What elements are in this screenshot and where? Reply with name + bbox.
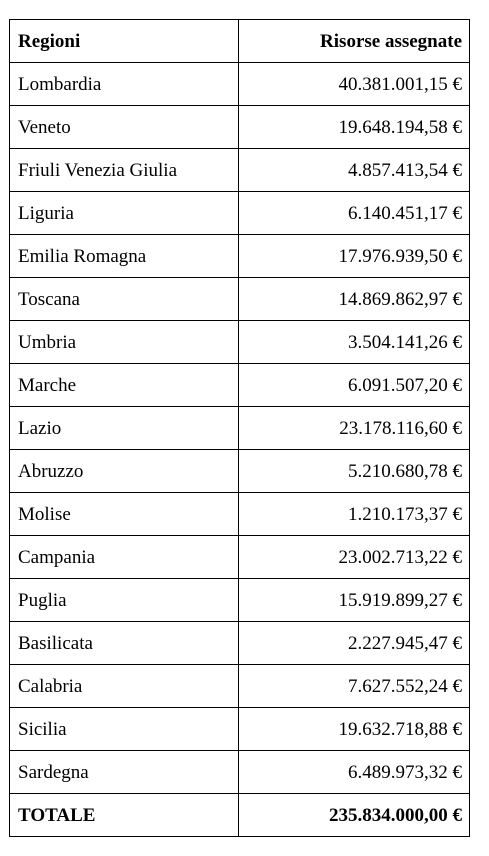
table-row: Abruzzo 5.210.680,78 € [9, 449, 470, 493]
table-row: Toscana 14.869.862,97 € [9, 277, 470, 321]
region-name: Sicilia [9, 707, 239, 751]
region-amount: 5.210.680,78 € [238, 449, 470, 493]
total-row: TOTALE 235.834.000,00 € [9, 793, 470, 837]
region-name: Basilicata [9, 621, 239, 665]
region-amount: 40.381.001,15 € [238, 62, 470, 106]
total-amount: 235.834.000,00 € [238, 793, 470, 837]
table-row: Lazio 23.178.116,60 € [9, 406, 470, 450]
region-amount: 23.002.713,22 € [238, 535, 470, 579]
region-amount: 23.178.116,60 € [238, 406, 470, 450]
region-name: Umbria [9, 320, 239, 364]
region-amount: 6.489.973,32 € [238, 750, 470, 794]
region-amount: 19.648.194,58 € [238, 105, 470, 149]
table-row: Molise 1.210.173,37 € [9, 492, 470, 536]
table-row: Sicilia 19.632.718,88 € [9, 707, 470, 751]
table-row: Campania 23.002.713,22 € [9, 535, 470, 579]
region-amount: 4.857.413,54 € [238, 148, 470, 192]
region-name: Puglia [9, 578, 239, 622]
region-name: Emilia Romagna [9, 234, 239, 278]
region-name: Veneto [9, 105, 239, 149]
table-row: Emilia Romagna 17.976.939,50 € [9, 234, 470, 278]
region-name: Friuli Venezia Giulia [9, 148, 239, 192]
table-row: Basilicata 2.227.945,47 € [9, 621, 470, 665]
region-name: Abruzzo [9, 449, 239, 493]
table-row: Puglia 15.919.899,27 € [9, 578, 470, 622]
region-name: Lombardia [9, 62, 239, 106]
region-amount: 2.227.945,47 € [238, 621, 470, 665]
region-amount: 15.919.899,27 € [238, 578, 470, 622]
table-row: Umbria 3.504.141,26 € [9, 320, 470, 364]
table-row: Liguria 6.140.451,17 € [9, 191, 470, 235]
header-regions: Regioni [9, 19, 239, 63]
table-header-row: Regioni Risorse assegnate [9, 19, 470, 63]
header-resources: Risorse assegnate [238, 19, 470, 63]
region-amount: 17.976.939,50 € [238, 234, 470, 278]
region-name: Sardegna [9, 750, 239, 794]
region-amount: 1.210.173,37 € [238, 492, 470, 536]
region-name: Toscana [9, 277, 239, 321]
table-row: Lombardia 40.381.001,15 € [9, 62, 470, 106]
total-label: TOTALE [9, 793, 239, 837]
table-row: Calabria 7.627.552,24 € [9, 664, 470, 708]
region-name: Liguria [9, 191, 239, 235]
regions-resources-table: Regioni Risorse assegnate Lombardia 40.3… [9, 19, 470, 837]
region-name: Molise [9, 492, 239, 536]
region-name: Calabria [9, 664, 239, 708]
table-row: Sardegna 6.489.973,32 € [9, 750, 470, 794]
table-row: Marche 6.091.507,20 € [9, 363, 470, 407]
table-row: Friuli Venezia Giulia 4.857.413,54 € [9, 148, 470, 192]
region-name: Marche [9, 363, 239, 407]
region-amount: 14.869.862,97 € [238, 277, 470, 321]
region-amount: 7.627.552,24 € [238, 664, 470, 708]
region-amount: 3.504.141,26 € [238, 320, 470, 364]
table-row: Veneto 19.648.194,58 € [9, 105, 470, 149]
region-name: Campania [9, 535, 239, 579]
region-amount: 6.140.451,17 € [238, 191, 470, 235]
region-name: Lazio [9, 406, 239, 450]
region-amount: 19.632.718,88 € [238, 707, 470, 751]
region-amount: 6.091.507,20 € [238, 363, 470, 407]
